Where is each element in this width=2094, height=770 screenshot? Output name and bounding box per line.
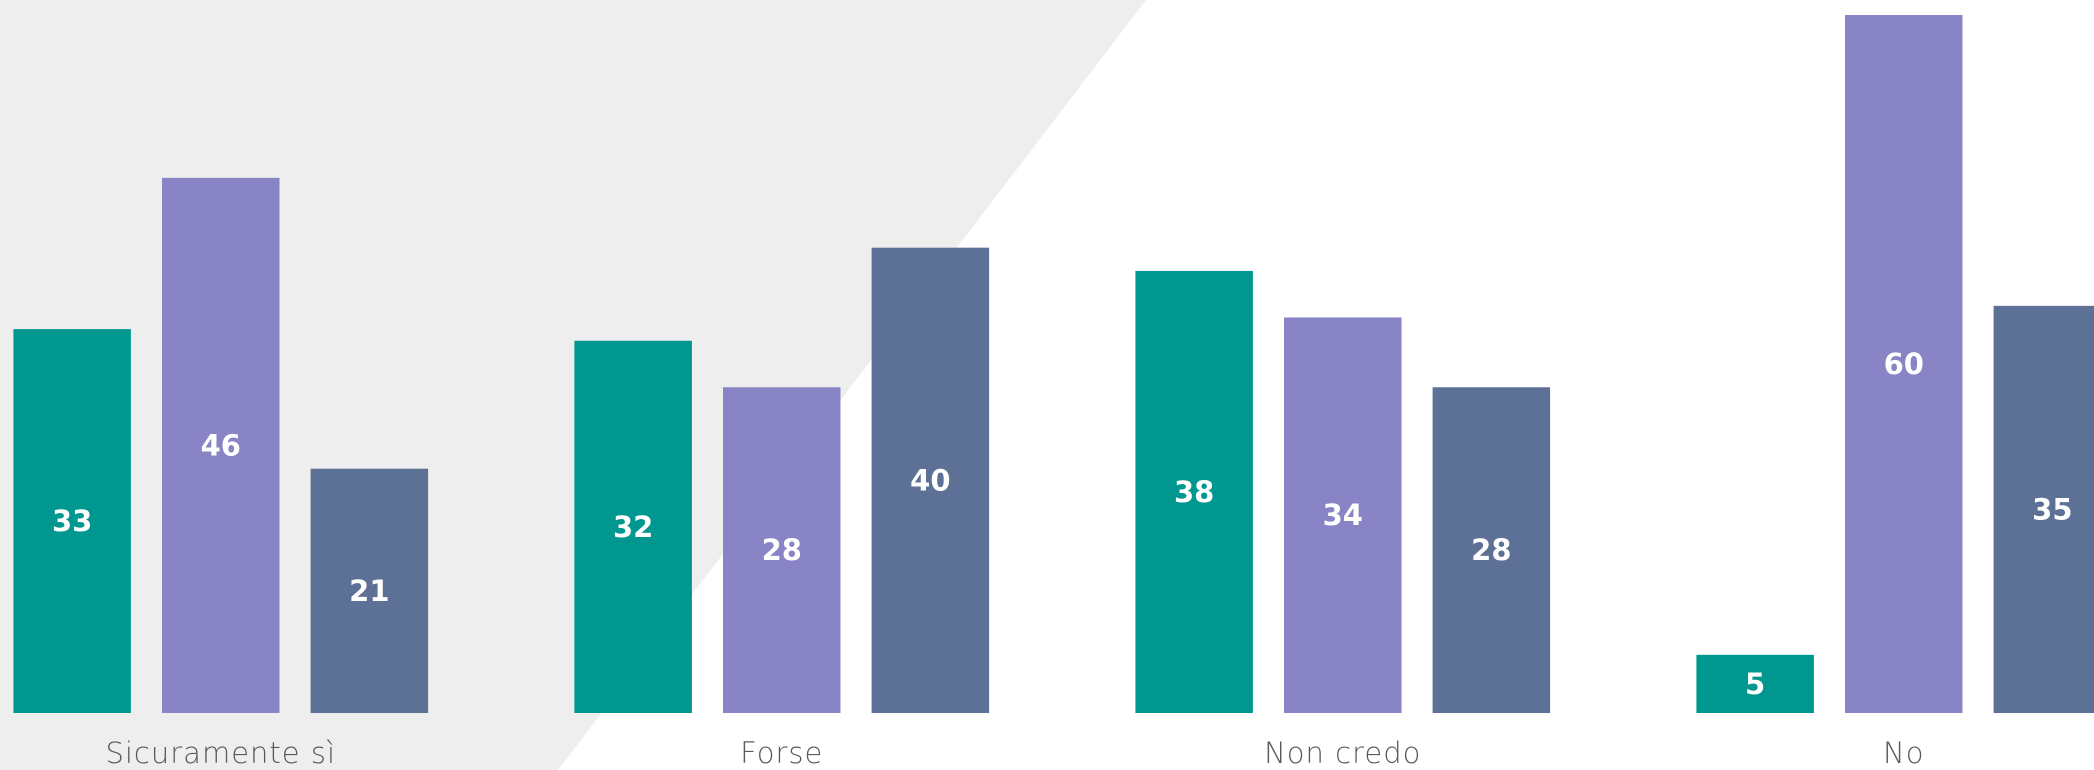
bar: [723, 387, 841, 713]
bar: [13, 329, 131, 713]
value-label: 38: [1174, 475, 1214, 509]
bar: [162, 177, 280, 713]
value-label: 33: [52, 504, 92, 538]
value-label: 46: [201, 428, 241, 462]
value-label: 60: [1884, 347, 1924, 381]
value-label: 40: [910, 463, 950, 497]
x-tick-label: No: [1883, 736, 1924, 770]
x-tick-label: Non credo: [1264, 736, 1421, 770]
value-label: 35: [2032, 492, 2072, 526]
value-label: 34: [1323, 498, 1363, 532]
bar: [1993, 305, 2094, 713]
x-tick-label: Forse: [740, 736, 823, 770]
bar: [310, 468, 429, 713]
bar: [574, 340, 692, 713]
bar: [1135, 270, 1253, 713]
background-shape: [0, 0, 1146, 770]
x-tick-label: Sicuramente sì: [105, 736, 336, 770]
bar: [871, 247, 990, 713]
value-label: 5: [1745, 667, 1765, 701]
bar: [1284, 317, 1402, 713]
value-label: 21: [349, 574, 389, 608]
bar: [1696, 654, 1814, 713]
bar: [1845, 15, 1963, 713]
value-label: 28: [1471, 533, 1511, 567]
value-label: 32: [613, 510, 653, 544]
value-label: 28: [762, 533, 802, 567]
bar: [1432, 387, 1551, 713]
